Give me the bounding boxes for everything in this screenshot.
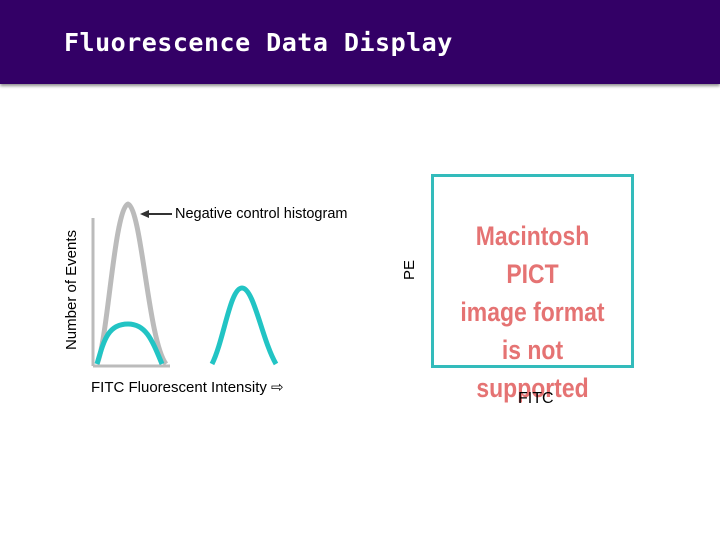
negative-control-curve xyxy=(94,201,169,366)
slide-title: Fluorescence Data Display xyxy=(64,28,453,57)
histogram-x-axis-label: FITC Fluorescent Intensity ⇨ xyxy=(91,379,284,396)
annotation-arrowhead xyxy=(140,210,149,218)
scatter-y-axis-label: PE xyxy=(401,259,418,281)
pict-placeholder-text: Macintosh PICT image format is not suppo… xyxy=(449,217,616,407)
stained-curve-high xyxy=(209,285,279,366)
stained-curve-low xyxy=(94,321,165,365)
pict-line-1: Macintosh PICT xyxy=(475,221,590,289)
pict-line-2: image format xyxy=(460,297,605,327)
histogram-y-axis-label: Number of Events xyxy=(63,229,80,351)
pict-placeholder-box: Macintosh PICT image format is not suppo… xyxy=(431,174,634,403)
negative-control-annotation: Negative control histogram xyxy=(175,206,348,222)
pict-line-3: is not supported xyxy=(476,335,589,403)
title-bar: Fluorescence Data Display xyxy=(0,0,720,84)
scatter-x-axis-label: FITC xyxy=(518,390,554,407)
